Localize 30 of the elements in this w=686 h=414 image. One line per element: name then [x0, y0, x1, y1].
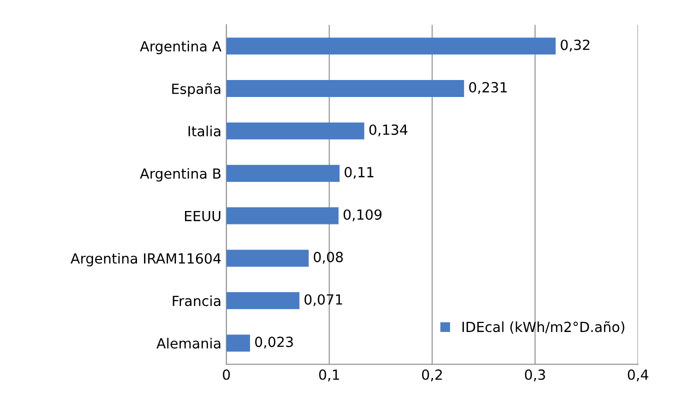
bar — [226, 164, 340, 182]
y-tick-label: Argentina B — [140, 168, 221, 182]
bar — [226, 292, 300, 310]
x-tick-label: 0,4 — [628, 369, 648, 382]
data-label: 0,11 — [344, 166, 374, 179]
y-tick-label: Argentina IRAM11604 — [70, 252, 221, 266]
legend-label: IDEcal (kWh/m2°D.año) — [462, 321, 624, 334]
y-tick-label: Argentina A — [140, 40, 222, 54]
data-label: 0,32 — [560, 40, 590, 52]
bar — [226, 38, 556, 55]
data-label: 0,08 — [314, 252, 343, 264]
x-tick-label: 0 — [222, 369, 230, 380]
bar — [226, 207, 339, 224]
data-label: 0,023 — [255, 336, 293, 349]
y-tick-label: Italia — [188, 126, 220, 136]
data-label: 0,071 — [304, 294, 342, 306]
y-tick-label: EEUU — [185, 210, 220, 222]
data-label: 0,134 — [369, 124, 408, 136]
data-label: 0,231 — [469, 82, 507, 94]
x-tick-label: 0,2 — [422, 369, 442, 382]
data-label: 0,109 — [344, 209, 382, 222]
x-tick-label: 0,1 — [319, 369, 340, 382]
bar — [226, 334, 250, 352]
y-tick-label: Alemania — [156, 338, 220, 349]
x-tick-label: 0,3 — [524, 369, 546, 382]
y-tick-label: España — [172, 83, 220, 97]
bar — [226, 122, 364, 140]
y-tick-label: Francia — [172, 295, 220, 306]
bar — [226, 250, 309, 267]
bar — [226, 80, 464, 97]
